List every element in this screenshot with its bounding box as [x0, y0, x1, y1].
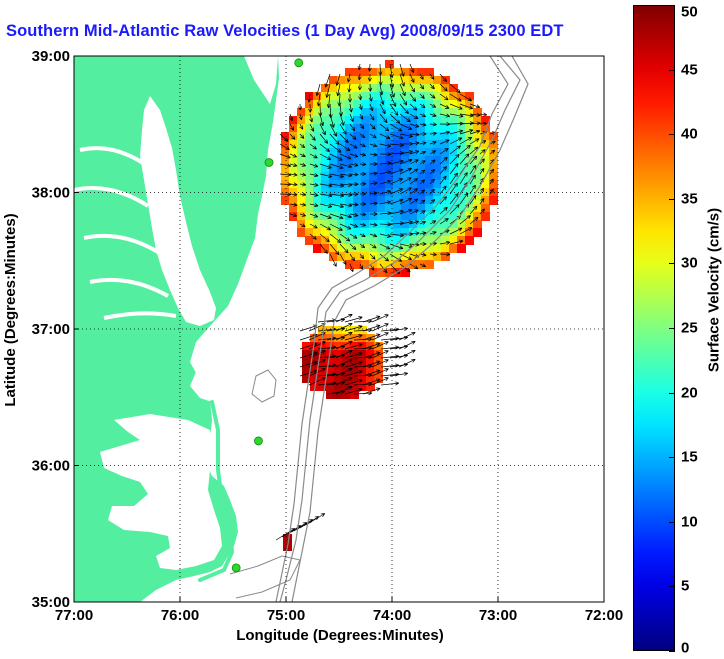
y-tick-label: 35:00 — [32, 594, 70, 611]
radar-stations — [231, 58, 304, 573]
colorbar-tick-label: 5 — [681, 577, 690, 595]
colorbar-tick-label: 10 — [681, 513, 698, 531]
y-tick-label: 38:00 — [32, 185, 70, 202]
x-axis-ticks: 77:00 76:00 75:00 74:00 73:00 72:00 — [55, 597, 623, 624]
x-tick-label: 74:00 — [373, 607, 411, 624]
colorbar-tick-label: 40 — [681, 125, 698, 143]
colorbar-tick-mark — [669, 198, 675, 200]
colorbar-tick-label: 30 — [681, 254, 698, 272]
colorbar-tick-label: 25 — [681, 319, 698, 337]
y-tick-label: 36:00 — [32, 458, 70, 475]
x-tick-label: 73:00 — [479, 607, 517, 624]
x-tick-label: 77:00 — [55, 607, 93, 624]
tributary-1 — [79, 146, 152, 170]
y-tick-label: 37:00 — [32, 321, 70, 338]
y-tick-label: 39:00 — [32, 48, 70, 65]
y-axis-label: Latitude (Degrees:Minutes) — [2, 213, 19, 406]
grid-lines — [74, 56, 604, 602]
colorbar-tick-mark — [669, 586, 675, 588]
x-tick-label: 75:00 — [267, 607, 305, 624]
colorbar-tick-label: 20 — [681, 384, 698, 402]
colorbar-tick-mark — [669, 263, 675, 265]
colorbar-tick-label: 35 — [681, 190, 698, 208]
pamlico-sound — [100, 414, 222, 570]
tributary-4 — [89, 277, 169, 298]
radar-station-marker — [231, 563, 241, 573]
colorbar-tick-label: 0 — [681, 639, 690, 657]
tributary-3 — [83, 233, 160, 254]
colorbar-tick-label: 50 — [681, 3, 698, 21]
radar-station-marker — [294, 58, 304, 68]
colorbar-tick-mark — [669, 457, 675, 459]
colorbar-tick-mark — [669, 134, 675, 136]
bathymetry-contour-south — [229, 555, 301, 599]
radar-station-marker — [254, 436, 263, 446]
bathymetry-contour-3 — [275, 56, 509, 602]
map-title: Southern Mid-Atlantic Raw Velocities (1 … — [6, 22, 564, 40]
x-tick-label: 76:00 — [161, 607, 199, 624]
tributary-2 — [74, 186, 150, 208]
velocity-arrows — [275, 63, 497, 541]
land-mass — [74, 56, 279, 602]
colorbar-tick-mark — [669, 392, 675, 394]
colorbar-label: Surface Velocity (cm/s) — [705, 207, 723, 373]
colorbar-tick-mark — [669, 5, 675, 6]
y-axis-ticks: 39:00 38:00 37:00 36:00 35:00 — [32, 48, 79, 611]
tributary-5 — [103, 311, 177, 320]
delaware-bay — [244, 56, 278, 104]
bathymetry-contour-island — [251, 369, 277, 403]
colorbar-tick-mark — [669, 69, 675, 71]
colorbar-tick-label: 15 — [681, 448, 698, 466]
bathymetry-contours — [229, 56, 529, 602]
x-axis-label: Longitude (Degrees:Minutes) — [236, 627, 444, 644]
colorbar-tick-mark — [669, 521, 675, 523]
outer-banks — [198, 400, 235, 582]
colorbar-tick-mark — [669, 328, 675, 329]
x-tick-label: 72:00 — [585, 607, 623, 624]
colorbar-tick-label: 45 — [681, 61, 698, 79]
bathymetry-contour-1 — [279, 56, 521, 602]
back-bay — [190, 372, 214, 402]
chesapeake-bay — [140, 96, 216, 326]
velocity-colorbar — [633, 5, 675, 651]
bathymetry-contour-2 — [291, 56, 529, 602]
radar-station-marker — [264, 158, 274, 167]
colorbar-tick-mark — [669, 651, 675, 652]
velocity-patch-north — [281, 60, 498, 277]
